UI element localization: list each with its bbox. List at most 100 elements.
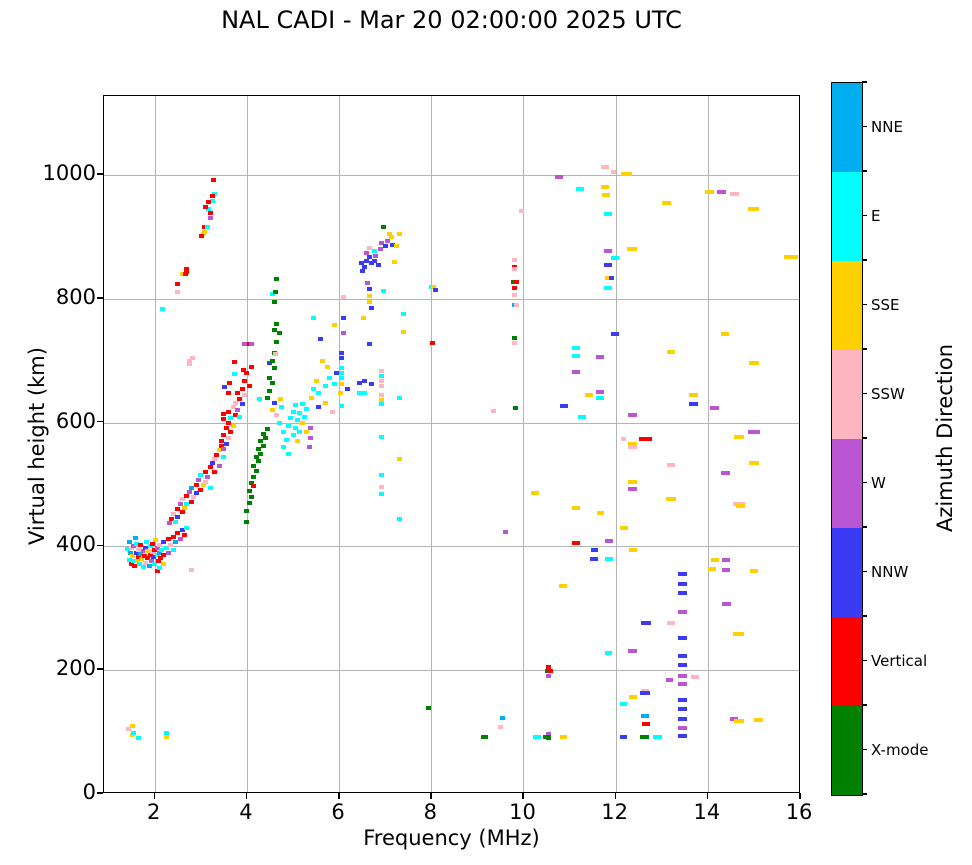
data-point — [678, 636, 688, 641]
data-point — [372, 249, 378, 254]
data-point — [560, 735, 568, 740]
data-point — [207, 485, 213, 490]
data-point — [364, 250, 370, 255]
data-point — [186, 490, 192, 495]
data-point — [304, 407, 310, 412]
data-point — [155, 559, 161, 564]
data-point — [140, 564, 146, 569]
data-point — [603, 262, 612, 267]
data-point — [193, 490, 199, 495]
y-tick-600 — [97, 420, 103, 423]
data-point — [339, 366, 345, 371]
data-point — [678, 717, 688, 722]
data-point — [175, 531, 181, 536]
data-point — [385, 239, 390, 244]
colorbar-segment-SSW — [832, 350, 862, 439]
data-point — [373, 253, 379, 258]
data-point — [187, 358, 193, 363]
data-point — [170, 534, 176, 539]
data-point — [260, 444, 266, 449]
data-point — [689, 402, 699, 407]
data-point — [339, 376, 345, 381]
data-point — [512, 267, 518, 272]
data-point — [230, 423, 236, 428]
data-point — [182, 533, 188, 538]
data-point — [242, 342, 248, 347]
data-point — [272, 366, 278, 371]
data-point — [276, 420, 282, 425]
data-point — [313, 378, 319, 383]
data-point — [232, 372, 238, 377]
data-point — [138, 543, 144, 548]
x-tick-12 — [614, 793, 617, 799]
data-point — [212, 470, 218, 475]
data-point — [519, 209, 525, 214]
data-point — [339, 382, 345, 387]
data-point — [379, 379, 384, 384]
data-point — [140, 549, 146, 554]
data-point — [205, 475, 211, 480]
data-point — [334, 371, 340, 376]
y-tick-label: 1000 — [42, 161, 96, 186]
data-point — [367, 287, 373, 292]
data-point — [619, 525, 628, 530]
data-point — [315, 391, 321, 396]
data-point — [585, 392, 594, 397]
data-point — [361, 378, 367, 383]
data-point — [136, 736, 142, 741]
data-point — [704, 189, 714, 194]
data-point — [237, 397, 243, 402]
data-point — [258, 451, 264, 456]
data-point — [269, 408, 275, 413]
data-point — [596, 389, 605, 394]
data-point — [260, 431, 266, 436]
colorbar-tick — [862, 259, 867, 261]
data-point — [372, 258, 378, 263]
data-point — [400, 330, 406, 335]
data-point — [128, 550, 134, 555]
data-point — [179, 272, 185, 277]
data-point — [707, 566, 716, 571]
data-point — [209, 199, 215, 204]
data-point — [147, 544, 153, 549]
data-point — [628, 441, 638, 446]
data-point — [244, 371, 250, 376]
x-tick-2 — [153, 793, 156, 799]
data-point — [379, 241, 384, 246]
data-point — [202, 479, 208, 484]
data-point — [678, 590, 688, 595]
data-point — [184, 494, 190, 499]
data-point — [689, 392, 699, 397]
data-point — [596, 355, 605, 360]
data-point — [235, 408, 241, 413]
data-point — [322, 383, 328, 388]
data-point — [274, 340, 280, 345]
data-point — [222, 384, 228, 389]
colorbar-tick — [862, 81, 867, 83]
gridline-x-14 — [707, 96, 709, 792]
data-point — [605, 650, 613, 655]
data-point — [302, 414, 308, 419]
gridline-y-1000 — [104, 175, 799, 177]
colorbar-segment-W — [832, 439, 862, 528]
data-point — [603, 212, 612, 217]
y-tick-800 — [97, 297, 103, 299]
data-point — [232, 400, 238, 405]
data-point — [375, 262, 381, 267]
data-point — [126, 539, 132, 544]
data-point — [361, 264, 367, 269]
data-point — [379, 374, 384, 379]
data-point — [578, 415, 587, 420]
data-point — [514, 303, 520, 308]
colorbar-tick — [862, 748, 867, 751]
data-point — [721, 602, 731, 607]
colorbar-tick — [862, 392, 867, 395]
data-point — [201, 225, 207, 230]
data-point — [212, 456, 218, 461]
data-point — [665, 496, 676, 501]
data-point — [628, 413, 638, 418]
data-point — [365, 280, 371, 285]
data-point — [396, 457, 402, 462]
data-point — [269, 292, 275, 296]
